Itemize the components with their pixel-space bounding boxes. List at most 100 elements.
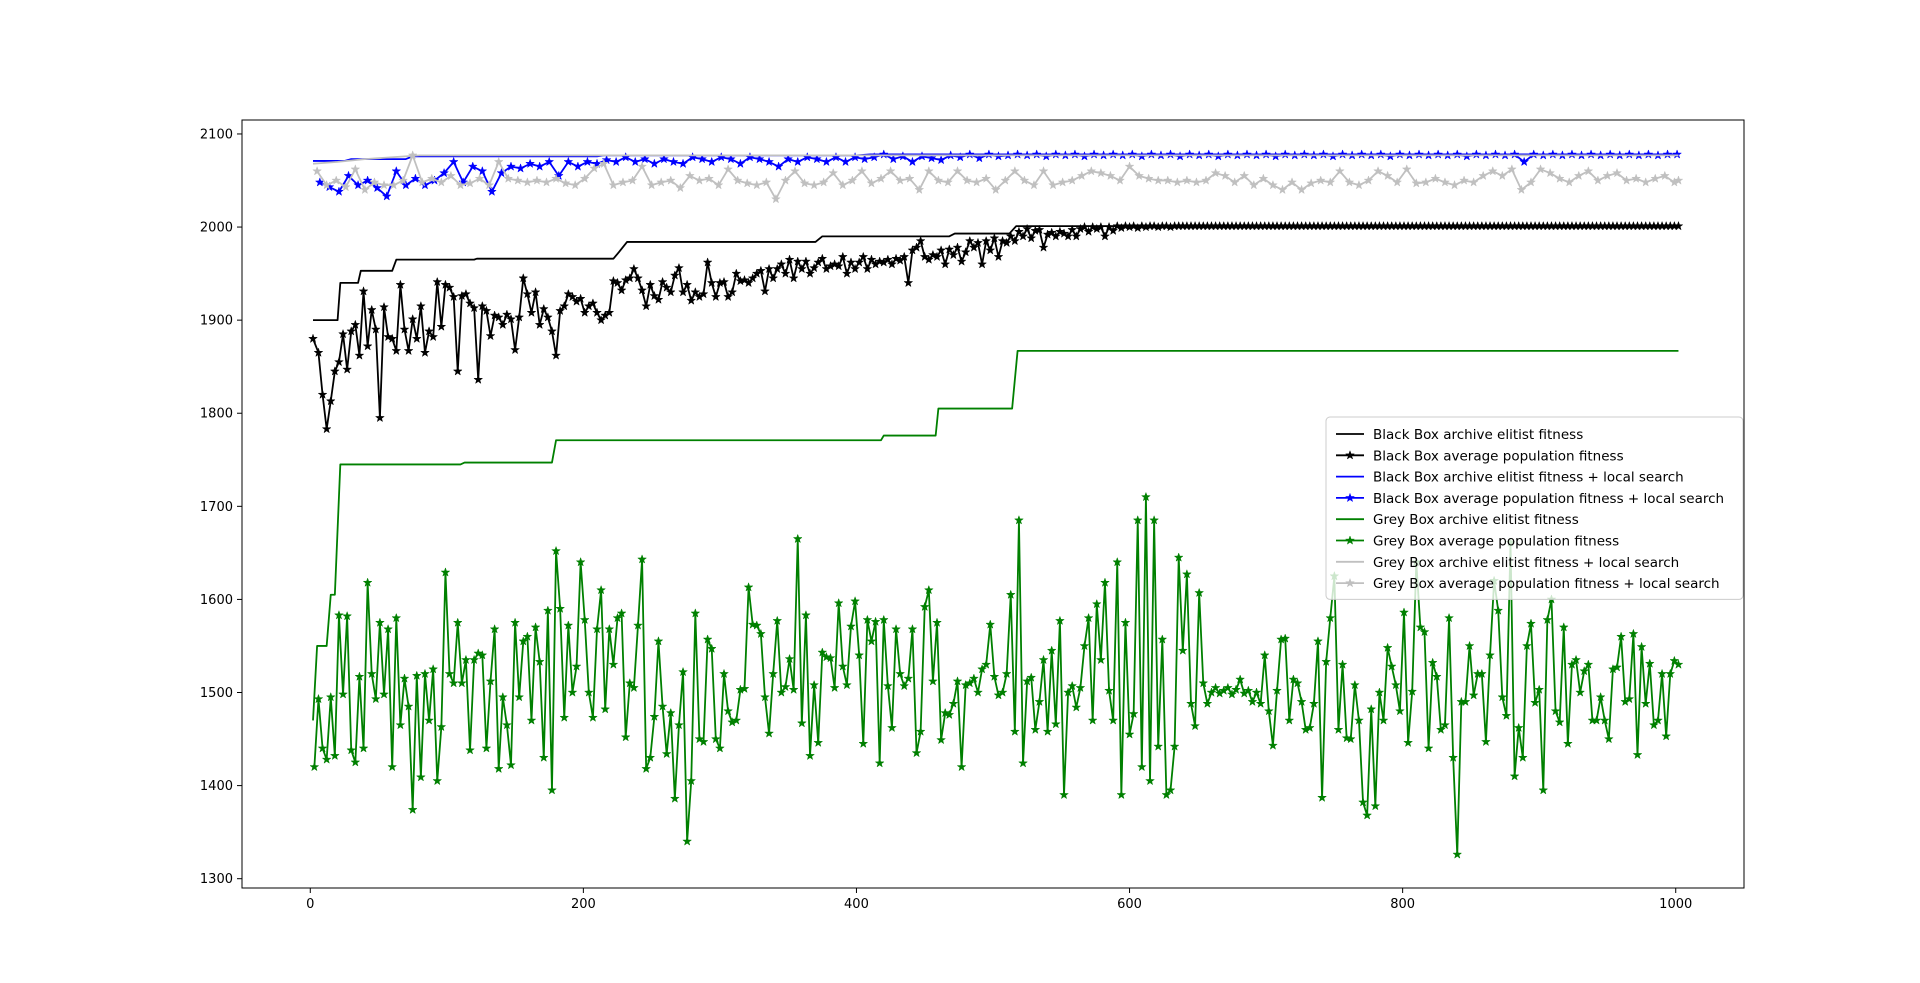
data-point xyxy=(1140,491,1151,502)
data-point xyxy=(587,298,598,308)
data-point xyxy=(1427,657,1438,667)
data-point xyxy=(1650,173,1661,183)
data-point xyxy=(448,291,459,302)
y-tick-label: 1400 xyxy=(200,779,233,794)
data-point xyxy=(1201,175,1212,185)
data-point xyxy=(1172,177,1183,187)
data-point xyxy=(1378,715,1389,725)
data-point xyxy=(1401,164,1412,174)
data-point xyxy=(805,268,816,278)
data-point xyxy=(628,263,639,274)
data-point xyxy=(534,319,545,330)
data-point xyxy=(1054,615,1065,626)
data-point xyxy=(1013,515,1024,525)
y-axis: 1300 1400 1500 1600 1700 1800 1900 2000 2100 xyxy=(200,127,242,887)
data-point xyxy=(1000,175,1011,185)
data-point xyxy=(923,254,934,264)
y-tick-label: 1700 xyxy=(200,500,233,515)
data-point xyxy=(1277,184,1288,195)
data-point xyxy=(646,179,657,190)
data-point xyxy=(1362,810,1373,820)
data-point xyxy=(723,291,734,302)
data-point xyxy=(713,179,724,190)
data-point xyxy=(886,722,897,733)
data-point xyxy=(891,623,902,634)
data-point xyxy=(1321,656,1332,667)
data-point xyxy=(407,804,418,815)
data-point xyxy=(1143,173,1154,183)
legend-item: Black Box average population fitness + l… xyxy=(1336,491,1724,507)
data-point xyxy=(772,263,783,274)
data-point xyxy=(669,270,680,280)
data-point xyxy=(723,164,734,174)
data-point xyxy=(899,251,910,262)
data-point xyxy=(1046,227,1057,237)
data-point xyxy=(501,309,512,319)
data-point xyxy=(358,743,369,753)
data-point xyxy=(714,743,725,753)
data-point xyxy=(645,279,656,290)
data-point xyxy=(1018,231,1029,241)
data-point xyxy=(862,614,873,625)
data-point xyxy=(415,300,426,311)
data-point xyxy=(444,668,455,679)
data-point xyxy=(972,237,983,248)
data-point xyxy=(473,374,484,384)
data-point xyxy=(1612,167,1623,178)
legend-item: Black Box archive elitist fitness xyxy=(1336,427,1583,443)
data-point xyxy=(993,251,1004,262)
data-point xyxy=(964,677,975,688)
data-point xyxy=(1566,659,1577,669)
data-point xyxy=(1162,175,1173,185)
legend-item: Grey Box archive elitist fitness + local… xyxy=(1336,555,1679,571)
data-point xyxy=(526,307,537,317)
data-point xyxy=(1435,724,1446,735)
data-point xyxy=(415,771,426,782)
data-point xyxy=(854,650,865,660)
data-point xyxy=(1624,693,1635,704)
data-point xyxy=(452,366,463,376)
data-point xyxy=(858,251,869,262)
data-point xyxy=(1153,741,1164,751)
series-line xyxy=(313,225,1679,322)
data-point xyxy=(1403,737,1414,748)
data-point xyxy=(1516,184,1527,195)
data-point xyxy=(546,784,557,795)
data-point xyxy=(333,609,344,620)
data-point xyxy=(649,158,660,169)
data-point xyxy=(1564,177,1575,187)
data-point xyxy=(354,671,365,681)
data-point xyxy=(731,268,742,278)
data-point xyxy=(764,156,775,167)
series-line xyxy=(312,349,1679,721)
data-point xyxy=(686,775,697,786)
data-point xyxy=(366,668,377,679)
data-point xyxy=(940,259,951,269)
data-point xyxy=(575,293,586,303)
data-point xyxy=(923,165,934,176)
data-point xyxy=(1631,173,1642,183)
data-point xyxy=(329,366,340,376)
data-point xyxy=(1545,167,1556,178)
data-point xyxy=(1562,738,1573,748)
data-point xyxy=(866,254,877,264)
data-point xyxy=(710,733,721,744)
data-point xyxy=(481,743,492,753)
data-point xyxy=(1191,177,1202,187)
data-point xyxy=(484,179,495,190)
data-point xyxy=(362,577,373,587)
data-point xyxy=(1554,717,1565,727)
data-point xyxy=(1304,722,1315,733)
data-point xyxy=(583,687,594,697)
data-point xyxy=(617,177,628,187)
data-point xyxy=(1308,698,1319,708)
data-point xyxy=(703,173,714,183)
data-point xyxy=(792,156,803,167)
data-point xyxy=(359,184,370,195)
data-point xyxy=(1145,775,1156,786)
data-point xyxy=(932,617,943,627)
data-point xyxy=(661,282,672,292)
data-point xyxy=(474,173,485,183)
data-point xyxy=(1344,177,1355,187)
